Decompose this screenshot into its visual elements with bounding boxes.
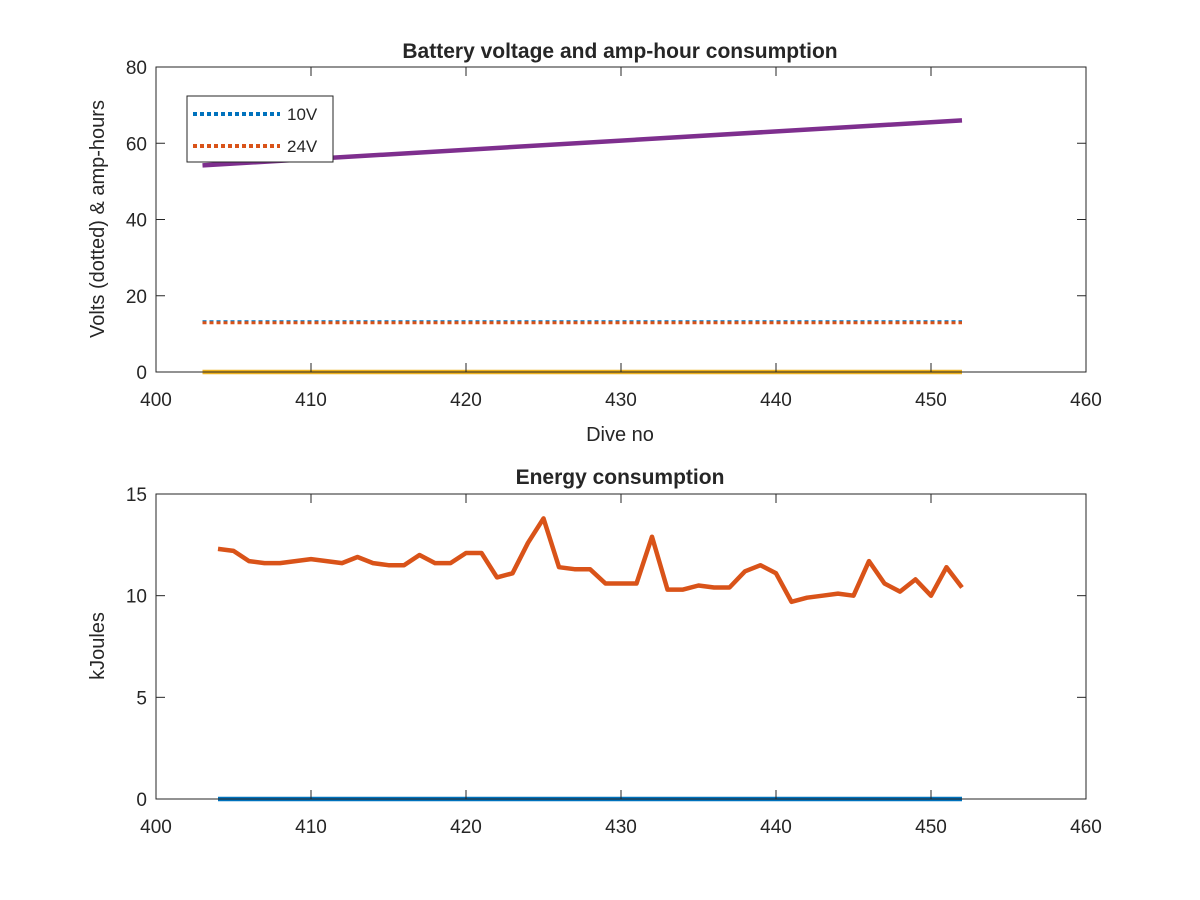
x-tick-label: 430 xyxy=(605,817,637,838)
plot-voltage-ylabel: Volts (dotted) & amp-hours xyxy=(87,100,109,338)
y-tick-label: 15 xyxy=(126,485,147,506)
x-tick-label: 440 xyxy=(760,390,792,411)
y-tick-label: 5 xyxy=(136,688,147,709)
y-tick-label: 0 xyxy=(136,363,147,384)
plot-voltage-xlabel: Dive no xyxy=(586,424,654,446)
x-tick-label: 460 xyxy=(1070,817,1102,838)
x-tick-label: 420 xyxy=(450,390,482,411)
plot-voltage-title: Battery voltage and amp-hour consumption xyxy=(402,40,837,63)
x-tick-label: 410 xyxy=(295,817,327,838)
x-tick-label: 440 xyxy=(760,817,792,838)
y-tick-label: 80 xyxy=(126,58,147,79)
legend-box xyxy=(186,95,334,163)
plot-voltage-ticks: 400 410 420 430 440 450 460 0 20 40 60 80 xyxy=(126,58,1102,411)
y-tick-label: 40 xyxy=(126,211,147,232)
y-tick-label: 60 xyxy=(126,134,147,155)
x-tick-label: 460 xyxy=(1070,390,1102,411)
y-tick-label: 10 xyxy=(126,587,147,608)
x-tick-label: 400 xyxy=(140,817,172,838)
plot-energy-ylabel: kJoules xyxy=(87,612,109,680)
series-line-energy-line-1 xyxy=(217,516,964,605)
x-tick-label: 400 xyxy=(140,390,172,411)
legend-label-10v: 10V xyxy=(287,105,318,124)
legend: 10V 24V xyxy=(186,95,334,163)
legend-label-24v: 24V xyxy=(287,137,318,156)
plot-energy-title: Energy consumption xyxy=(516,466,725,489)
x-tick-label: 450 xyxy=(915,390,947,411)
x-tick-label: 450 xyxy=(915,817,947,838)
plot-energy-area xyxy=(156,494,1086,799)
y-tick-label: 20 xyxy=(126,287,147,308)
x-tick-label: 420 xyxy=(450,817,482,838)
plot-voltage-amphours: Battery voltage and amp-hour consumption… xyxy=(87,40,1102,446)
plot-energy: Energy consumption 400 410 420 430 440 450 460… xyxy=(87,466,1102,838)
x-tick-label: 410 xyxy=(295,390,327,411)
y-tick-label: 0 xyxy=(136,790,147,811)
x-tick-label: 430 xyxy=(605,390,637,411)
plot-energy-ticks: 400 410 420 430 440 450 460 0 5 10 15 xyxy=(126,485,1102,838)
